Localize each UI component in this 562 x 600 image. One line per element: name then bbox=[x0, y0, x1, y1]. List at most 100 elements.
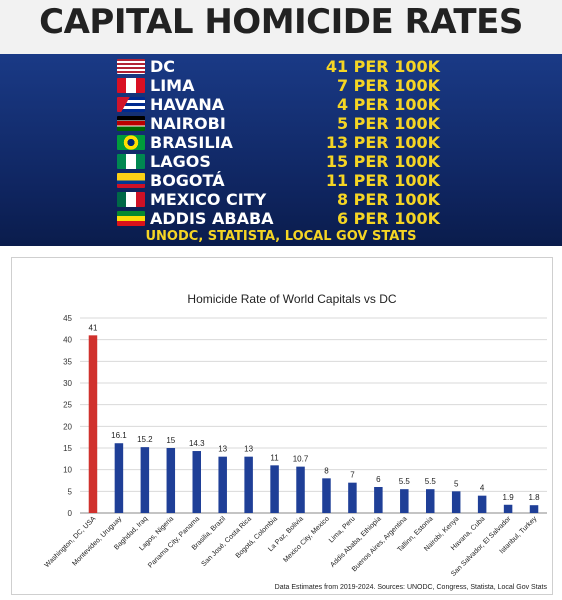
y-tick-label: 10 bbox=[63, 466, 72, 475]
banner-row: NAIROBI 5 PER 100K bbox=[0, 114, 562, 133]
mexico-flag-icon bbox=[117, 192, 145, 207]
bar bbox=[296, 466, 305, 513]
grid-lines bbox=[80, 317, 547, 514]
brazil-flag-icon bbox=[117, 135, 145, 150]
bar-value-label: 5 bbox=[454, 479, 459, 488]
kenya-flag-icon bbox=[117, 116, 145, 131]
banner-row: LAGOS 15 PER 100K bbox=[0, 152, 562, 171]
bar-value-label: 8 bbox=[324, 466, 329, 475]
bar bbox=[451, 491, 461, 513]
banner-row: DC 41 PER 100K bbox=[0, 57, 562, 76]
bar-value-label: 14.3 bbox=[189, 439, 205, 448]
bar-value-label: 13 bbox=[244, 445, 253, 454]
bar-value-label: 15 bbox=[166, 436, 175, 445]
bar bbox=[88, 335, 98, 513]
banner-rate: 41 PER 100K bbox=[325, 57, 440, 76]
bar bbox=[270, 465, 279, 513]
category-label: Panama City, Panama bbox=[147, 515, 201, 569]
y-tick-label: 5 bbox=[68, 487, 73, 496]
banner-source: UNODC, STATISTA, LOCAL GOV STATS bbox=[145, 229, 417, 244]
category-label: San José, Costa Rica bbox=[201, 515, 254, 568]
banner-city: BRASILIA bbox=[150, 133, 233, 152]
bar bbox=[192, 451, 201, 513]
banner-row: HAVANA 4 PER 100K bbox=[0, 95, 562, 114]
category-label: Montevideo, Uruguay bbox=[71, 515, 123, 567]
y-tick-label: 20 bbox=[63, 422, 72, 431]
banner-rate: 13 PER 100K bbox=[325, 133, 440, 152]
data-labels: 41 16.1 15.2 15 14.3 13 13 11 10.7 8 7 6 5.5 5.5 5 4 1.9… bbox=[89, 323, 541, 502]
colombia-flag-icon bbox=[117, 173, 145, 188]
bars bbox=[88, 335, 539, 513]
y-tick-label: 15 bbox=[63, 444, 72, 453]
banner-rate: 6 PER 100K bbox=[336, 209, 440, 228]
bar-value-label: 13 bbox=[218, 445, 227, 454]
banner-city: BOGOTÁ bbox=[150, 171, 225, 190]
banner-city: LIMA bbox=[150, 76, 195, 95]
bar-value-label: 15.2 bbox=[137, 435, 153, 444]
banner-headline: CAPITAL HOMICIDE RATES bbox=[0, 0, 562, 54]
bar bbox=[426, 489, 435, 513]
banner-city: MEXICO CITY bbox=[150, 190, 267, 209]
bar bbox=[322, 478, 331, 513]
chart-panel: Homicide Rate of World Capitals vs DC 0 5… bbox=[11, 257, 553, 595]
banner-row: ADDIS ABABA 6 PER 100K bbox=[0, 209, 562, 228]
bar bbox=[400, 489, 409, 513]
category-label: Washington, DC, USA bbox=[44, 515, 98, 569]
bar-value-label: 11 bbox=[270, 453, 279, 462]
bar bbox=[477, 495, 487, 513]
banner-rate: 8 PER 100K bbox=[336, 190, 440, 209]
bar-value-label: 4 bbox=[480, 484, 485, 493]
ethiopia-flag-icon bbox=[117, 211, 145, 226]
banner-rate: 11 PER 100K bbox=[325, 171, 440, 190]
banner-row: BOGOTÁ 11 PER 100K bbox=[0, 171, 562, 190]
y-tick-label: 25 bbox=[63, 401, 72, 410]
banner-city: ADDIS ABABA bbox=[150, 209, 274, 228]
banner-row: LIMA 7 PER 100K bbox=[0, 76, 562, 95]
bar-value-label: 16.1 bbox=[111, 431, 127, 440]
y-tick-label: 0 bbox=[68, 509, 73, 518]
bar bbox=[218, 456, 227, 513]
y-tick-label: 35 bbox=[63, 357, 72, 366]
y-tick-label: 45 bbox=[63, 314, 72, 323]
banner-rate: 5 PER 100K bbox=[336, 114, 440, 133]
category-label: Addis Ababa, Ethiopia bbox=[329, 515, 382, 568]
bar-value-label: 6 bbox=[376, 475, 381, 484]
bar-value-label: 7 bbox=[350, 471, 355, 480]
bar bbox=[348, 482, 357, 513]
chart-note: Data Estimates from 2019-2024. Sources: … bbox=[275, 584, 548, 591]
banner-row: MEXICO CITY 8 PER 100K bbox=[0, 190, 562, 209]
banner-title: CAPITAL HOMICIDE RATES bbox=[39, 2, 523, 42]
usa-flag-icon bbox=[117, 59, 145, 74]
bar-value-label: 1.9 bbox=[503, 493, 515, 502]
banner-rate: 4 PER 100K bbox=[336, 95, 440, 114]
bar bbox=[244, 456, 253, 513]
bar-value-label: 5.5 bbox=[425, 477, 437, 486]
y-tick-label: 40 bbox=[63, 336, 72, 345]
bar bbox=[529, 505, 539, 513]
cuba-flag-icon bbox=[117, 97, 145, 112]
bar-chart: Homicide Rate of World Capitals vs DC 0 5… bbox=[44, 292, 548, 591]
bar-value-label: 10.7 bbox=[293, 455, 309, 464]
nigeria-flag-icon bbox=[117, 154, 145, 169]
banner-rate: 7 PER 100K bbox=[336, 76, 440, 95]
banner-city: HAVANA bbox=[150, 95, 225, 114]
bar-value-label: 41 bbox=[89, 323, 98, 332]
bar bbox=[374, 487, 383, 513]
category-label: Mexico City, Mexico bbox=[282, 515, 331, 564]
banner-city: LAGOS bbox=[150, 152, 211, 171]
banner-row: BRASILIA 13 PER 100K bbox=[0, 133, 562, 152]
y-axis: 0 5 10 15 20 25 30 35 40 45 bbox=[63, 314, 72, 518]
banner-city: DC bbox=[150, 57, 176, 76]
bar-value-label: 1.8 bbox=[528, 493, 540, 502]
bar bbox=[140, 447, 150, 513]
chart-title: Homicide Rate of World Capitals vs DC bbox=[187, 292, 397, 306]
banner-rate: 15 PER 100K bbox=[325, 152, 440, 171]
banner-city: NAIROBI bbox=[150, 114, 226, 133]
bar bbox=[503, 504, 513, 513]
banner-panel bbox=[0, 54, 562, 246]
y-tick-label: 30 bbox=[63, 379, 72, 388]
bar bbox=[114, 443, 124, 513]
news-banner: CAPITAL HOMICIDE RATES DC 41 PER 100K LIMA… bbox=[0, 0, 562, 246]
peru-flag-icon bbox=[117, 78, 145, 93]
